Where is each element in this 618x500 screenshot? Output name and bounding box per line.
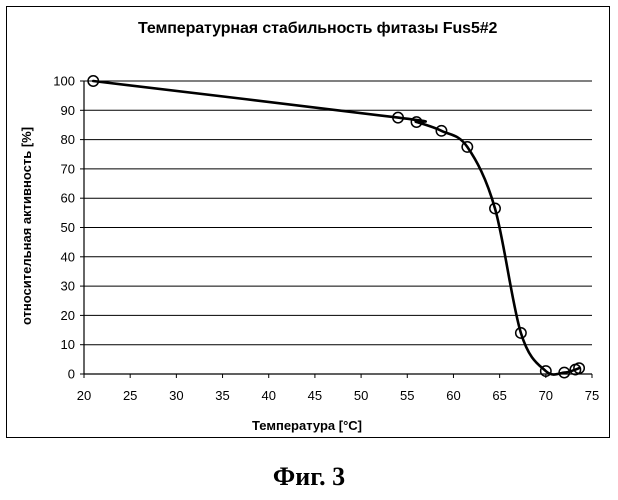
grid-lines xyxy=(84,81,592,345)
x-tick-label-50: 50 xyxy=(354,388,368,403)
x-tick-label-75: 75 xyxy=(585,388,599,403)
y-tick-label-20: 20 xyxy=(61,308,75,323)
x-tick-label-40: 40 xyxy=(261,388,275,403)
tick-labels: 0 10 20 30 40 50 60 70 80 90 100 20 25 30 35 40 45 50 55 60… xyxy=(53,74,599,404)
figure-caption: Фиг. 3 xyxy=(0,462,618,492)
y-tick-label-30: 30 xyxy=(61,279,75,294)
x-tick-label-55: 55 xyxy=(400,388,414,403)
y-axis-title: относительная активность [%] xyxy=(19,127,34,325)
y-tick-label-90: 90 xyxy=(61,103,75,118)
y-tick-label-80: 80 xyxy=(61,132,75,147)
y-tick-label-50: 50 xyxy=(61,220,75,235)
data-points xyxy=(88,76,584,378)
x-tick-label-35: 35 xyxy=(215,388,229,403)
y-tick-label-60: 60 xyxy=(61,191,75,206)
x-tick-label-20: 20 xyxy=(77,388,91,403)
y-tick-label-40: 40 xyxy=(61,249,75,264)
x-axis-title: Температура [°C] xyxy=(252,418,362,433)
x-tick-label-70: 70 xyxy=(539,388,553,403)
y-tick-label-100: 100 xyxy=(53,74,75,89)
y-tick-label-70: 70 xyxy=(61,161,75,176)
y-tick-label-0: 0 xyxy=(68,367,75,382)
y-tick-label-10: 10 xyxy=(61,337,75,352)
x-tick-label-65: 65 xyxy=(492,388,506,403)
x-tick-label-60: 60 xyxy=(446,388,460,403)
x-tick-label-30: 30 xyxy=(169,388,183,403)
x-tick-label-25: 25 xyxy=(123,388,137,403)
x-tick-label-45: 45 xyxy=(308,388,322,403)
